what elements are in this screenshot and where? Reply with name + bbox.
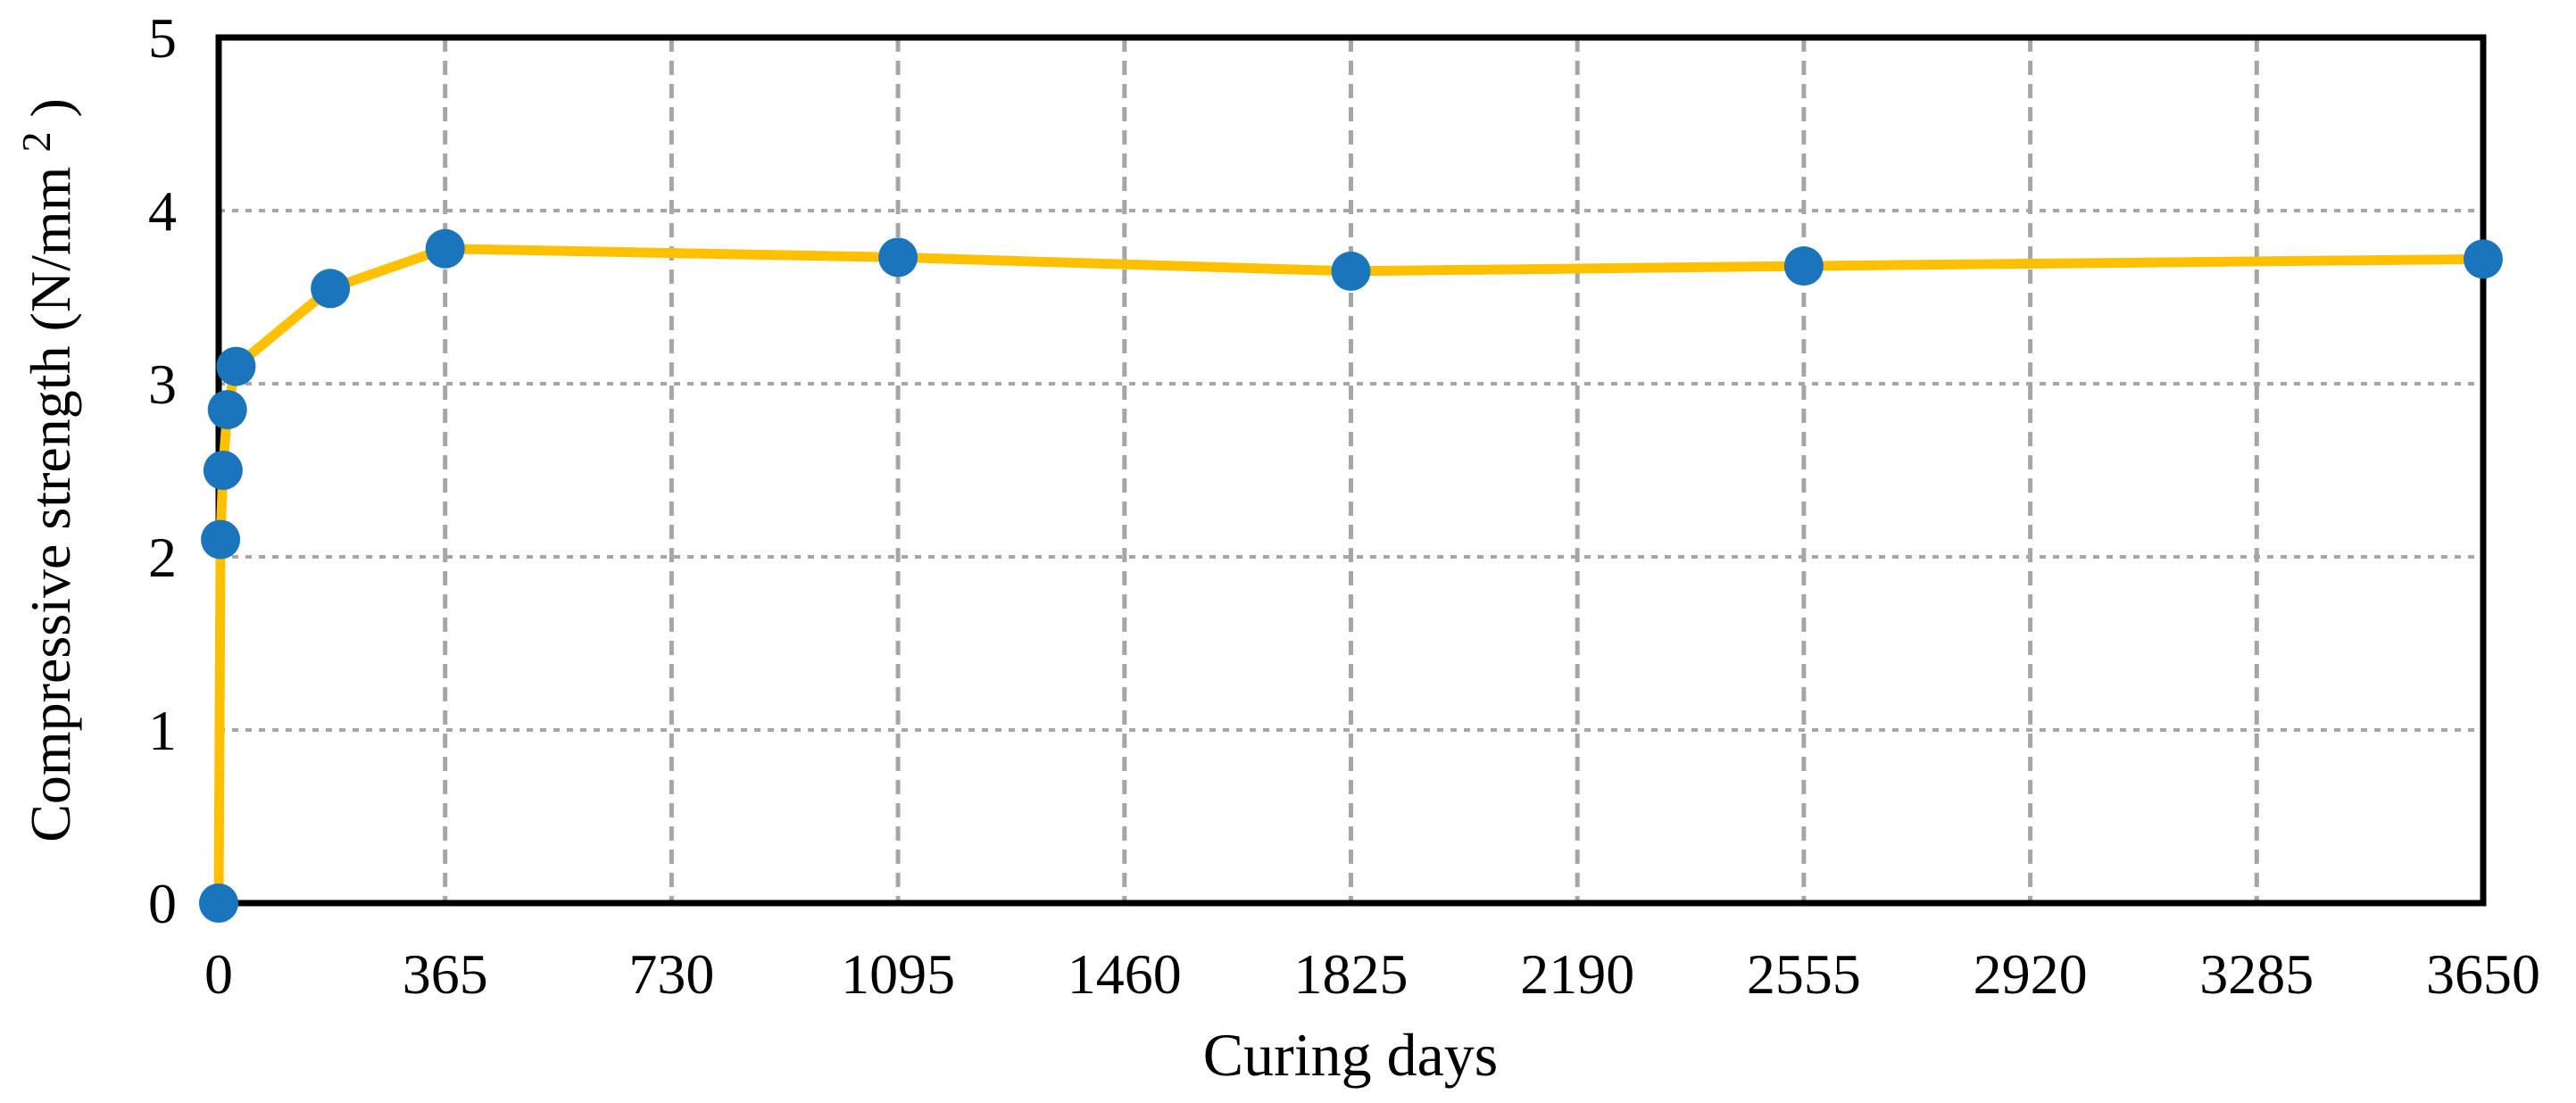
y-tick-label: 0 (148, 872, 177, 935)
gridlines (219, 36, 2486, 903)
x-tick-label: 2920 (1974, 942, 2088, 1006)
y-axis-tick-labels: 0 1 2 3 4 5 (148, 6, 177, 935)
x-tick-label: 2190 (1520, 942, 1634, 1006)
data-point (207, 390, 247, 430)
x-tick-label: 0 (204, 942, 233, 1006)
y-tick-label: 4 (148, 179, 177, 243)
y-axis-title: Compressive strength (N/mm 2 ) (0, 98, 82, 842)
x-tick-label: 3650 (2426, 942, 2540, 1006)
x-tick-label: 1460 (1068, 942, 1182, 1006)
data-point (311, 269, 351, 309)
data-point (203, 451, 243, 490)
x-tick-label: 730 (628, 942, 714, 1006)
data-point (2464, 239, 2503, 279)
data-point (201, 519, 241, 560)
y-tick-label: 2 (148, 526, 177, 589)
x-tick-label: 1825 (1294, 942, 1408, 1006)
x-axis-tick-labels: 0 365 730 1095 1460 1825 2190 2555 2920 3285 3650 (204, 942, 2540, 1006)
y-axis-title-text: Compressive strength (N/mm (19, 167, 82, 842)
x-tick-label: 3285 (2199, 942, 2314, 1006)
data-point (878, 237, 918, 278)
data-markers (199, 228, 2503, 923)
data-point (199, 883, 238, 923)
x-tick-label: 365 (403, 942, 488, 1006)
data-point (1331, 251, 1371, 291)
x-tick-label: 1095 (841, 942, 955, 1006)
data-point (216, 346, 256, 386)
x-tick-label: 2555 (1747, 942, 1861, 1006)
y-axis-title-superscript: 2 (13, 132, 59, 153)
data-point (1783, 246, 1824, 286)
y-axis-title-close: ) (19, 98, 82, 117)
data-point (425, 228, 465, 269)
y-tick-label: 3 (148, 352, 177, 416)
x-axis-title: Curing days (1203, 1021, 1499, 1089)
y-tick-label: 5 (148, 6, 177, 70)
y-tick-label: 1 (148, 699, 177, 762)
